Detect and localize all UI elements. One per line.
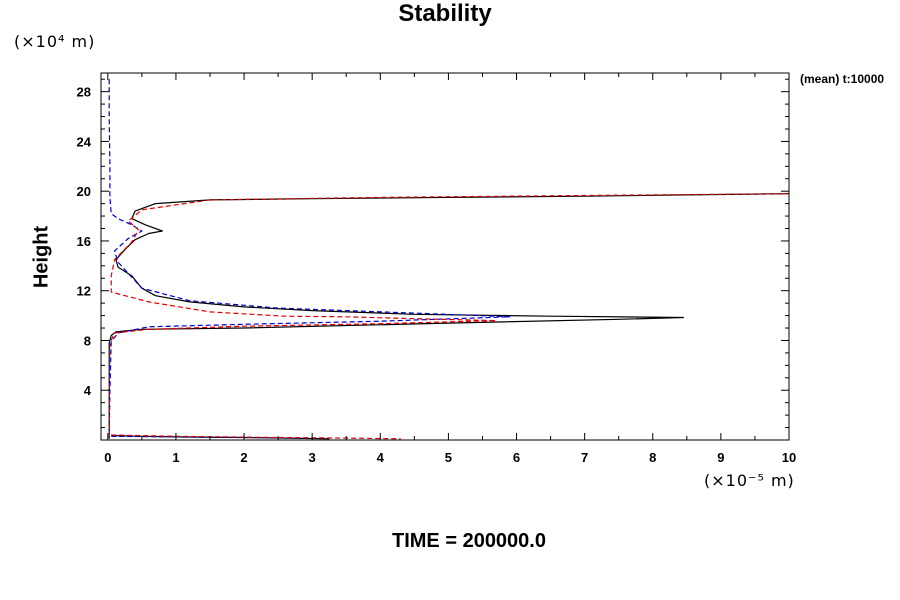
plot-frame: [100, 72, 790, 441]
x-tick-label: 0: [104, 450, 111, 465]
series-line-2: [108, 79, 511, 437]
y-axis-multiplier: (×10⁴ m): [14, 32, 96, 51]
x-tick-label: 8: [649, 450, 656, 465]
y-tick-label: 4: [84, 383, 92, 398]
x-tick-label: 3: [309, 450, 316, 465]
x-tick-label: 5: [445, 450, 452, 465]
y-tick-label: 24: [77, 134, 92, 149]
y-tick-label: 20: [77, 184, 91, 199]
series-line-5: [111, 434, 401, 440]
series-line-4: [108, 193, 790, 437]
y-tick-label: 16: [77, 234, 91, 249]
x-tick-label: 2: [240, 450, 247, 465]
x-tick-label: 9: [717, 450, 724, 465]
y-tick-label: 8: [84, 333, 91, 348]
time-footer: TIME = 200000.0: [392, 530, 546, 552]
y-tick-label: 28: [77, 85, 91, 100]
chart-title: Stability: [398, 0, 492, 27]
x-axis-multiplier: (×10⁻⁵ m): [704, 471, 795, 490]
x-tick-label: 7: [581, 450, 588, 465]
x-tick-label: 6: [513, 450, 520, 465]
series-layer: [108, 79, 790, 440]
x-tick-label: 10: [782, 450, 796, 465]
series-line-0: [108, 193, 790, 439]
y-tick-label: 12: [77, 284, 91, 299]
x-tick-label: 4: [377, 450, 385, 465]
x-tick-label: 1: [172, 450, 179, 465]
mean-time-annotation: (mean) t:10000: [800, 72, 885, 86]
